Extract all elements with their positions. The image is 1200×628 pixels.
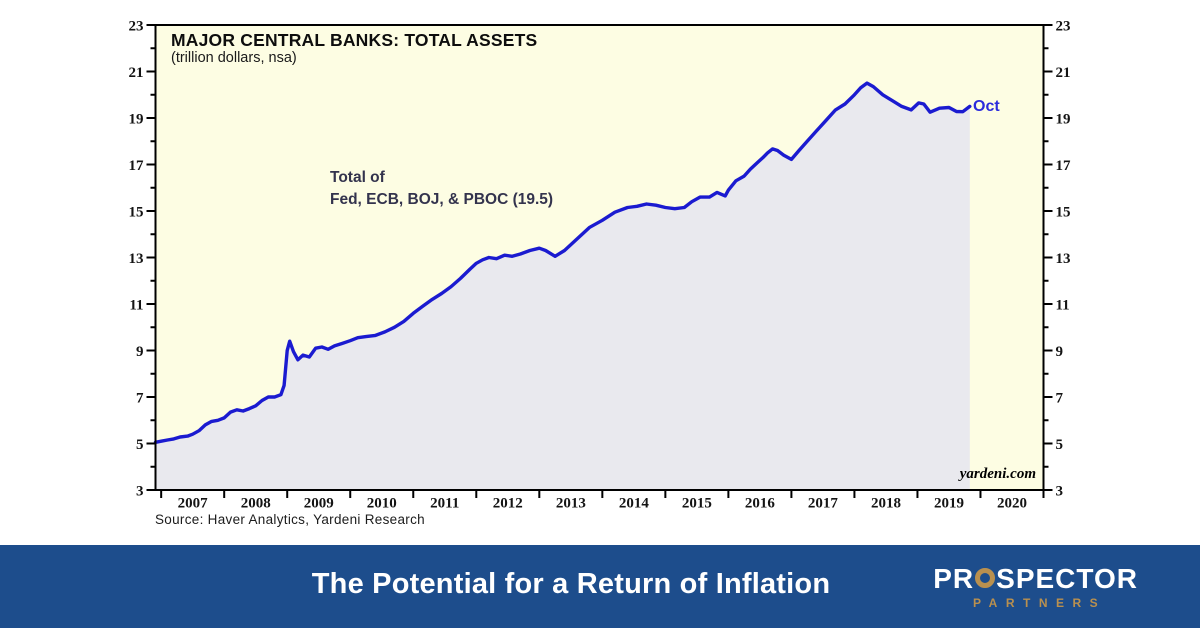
chart-area: 3 3 5 5 7 7 9 9 11 11 13 13 15 15 17 17 19 19 21 21 23 23 2007… <box>129 19 1072 528</box>
svg-text:7: 7 <box>1056 391 1064 407</box>
logo-subtext: PARTNERS <box>973 596 1107 610</box>
svg-text:23: 23 <box>1056 19 1071 35</box>
svg-text:21: 21 <box>129 65 144 81</box>
svg-text:2020: 2020 <box>997 496 1027 512</box>
svg-text:2017: 2017 <box>808 496 839 512</box>
svg-text:2008: 2008 <box>241 496 271 512</box>
svg-text:2016: 2016 <box>745 496 776 512</box>
logo-o-ring-icon <box>975 568 996 588</box>
svg-text:5: 5 <box>1056 437 1064 453</box>
svg-text:15: 15 <box>129 205 144 221</box>
svg-text:2014: 2014 <box>619 496 650 512</box>
svg-text:2015: 2015 <box>682 496 712 512</box>
logo-wordmark: PR SPECTOR <box>933 565 1138 593</box>
svg-text:13: 13 <box>1056 251 1071 267</box>
prospector-logo: PR SPECTOR PARTNERS <box>933 565 1138 610</box>
svg-text:2012: 2012 <box>493 496 523 512</box>
svg-text:13: 13 <box>129 251 144 267</box>
svg-text:11: 11 <box>1056 298 1070 314</box>
assets-chart: 3 3 5 5 7 7 9 9 11 11 13 13 15 15 17 17 19 19 21 21 23 23 2007… <box>129 19 1072 512</box>
svg-text:2009: 2009 <box>304 496 334 512</box>
svg-text:2018: 2018 <box>871 496 901 512</box>
svg-text:23: 23 <box>129 19 144 35</box>
source-note: Source: Haver Analytics, Yardeni Researc… <box>155 512 425 527</box>
svg-text:3: 3 <box>1056 484 1064 500</box>
svg-text:9: 9 <box>1056 344 1064 360</box>
banner-title: The Potential for a Return of Inflation <box>311 568 831 600</box>
last-point-label: Oct <box>973 98 1000 115</box>
series-annotation-line1: Total of <box>330 169 385 186</box>
watermark: yardeni.com <box>959 466 1036 482</box>
svg-text:2007: 2007 <box>178 496 209 512</box>
svg-text:2010: 2010 <box>367 496 397 512</box>
svg-text:5: 5 <box>136 437 144 453</box>
svg-text:9: 9 <box>136 344 144 360</box>
svg-text:19: 19 <box>129 112 144 128</box>
svg-text:17: 17 <box>1056 158 1072 174</box>
logo-word-pre: PR <box>933 563 975 594</box>
banner: The Potential for a Return of Inflation … <box>0 545 1200 628</box>
svg-text:21: 21 <box>1056 65 1071 81</box>
svg-text:3: 3 <box>136 484 144 500</box>
svg-text:19: 19 <box>1056 112 1071 128</box>
svg-text:2019: 2019 <box>934 496 964 512</box>
svg-text:15: 15 <box>1056 205 1071 221</box>
svg-text:11: 11 <box>129 298 143 314</box>
svg-text:7: 7 <box>136 391 144 407</box>
logo-word-post: SPECTOR <box>996 563 1138 594</box>
series-annotation: Total of Fed, ECB, BOJ, & PBOC (19.5) <box>330 167 553 210</box>
svg-text:17: 17 <box>129 158 145 174</box>
series-annotation-line2: Fed, ECB, BOJ, & PBOC (19.5) <box>330 190 554 208</box>
svg-text:2011: 2011 <box>430 496 459 512</box>
svg-text:2013: 2013 <box>556 496 586 512</box>
chart-subtitle: (trillion dollars, nsa) <box>171 50 297 66</box>
chart-title: MAJOR CENTRAL BANKS: TOTAL ASSETS <box>171 30 538 50</box>
